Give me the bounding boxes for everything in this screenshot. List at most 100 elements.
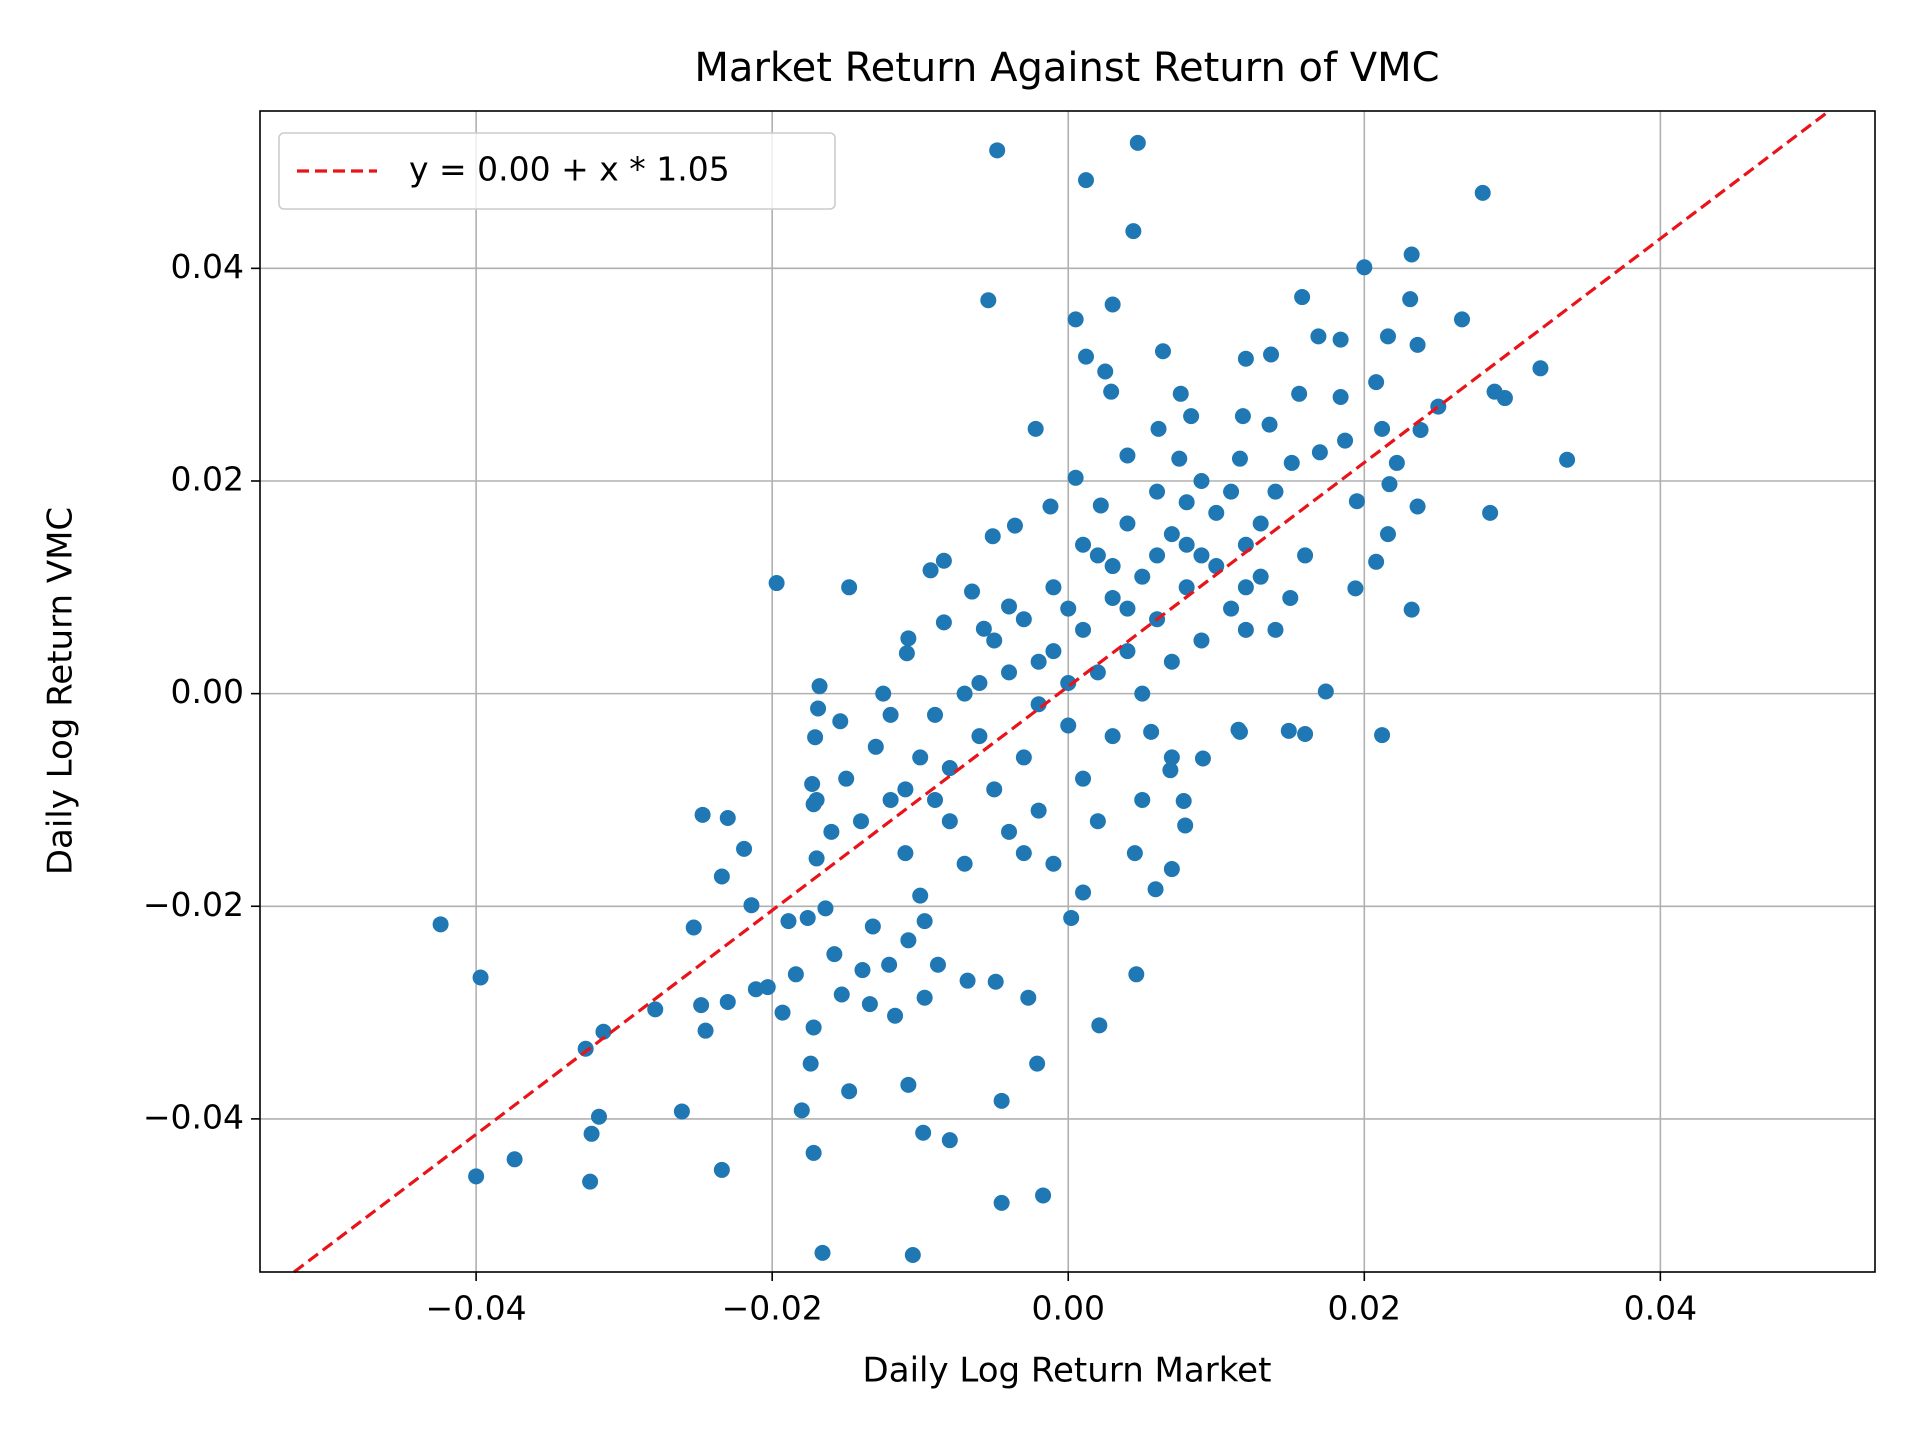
scatter-point (1403, 601, 1420, 618)
scatter-point (1379, 526, 1396, 543)
scatter-point (808, 791, 825, 808)
scatter-point (1368, 374, 1385, 391)
scatter-point (1194, 750, 1211, 767)
scatter-point (898, 645, 915, 662)
scatter-point (1163, 526, 1180, 543)
scatter-point (1337, 432, 1354, 449)
scatter-point (1027, 420, 1044, 437)
scatter-point (1282, 589, 1299, 606)
scatter-point (1060, 600, 1077, 617)
scatter-point (861, 996, 878, 1013)
y-tick-label: 0.00 (171, 672, 244, 711)
scatter-point (1129, 134, 1146, 151)
scatter-point (956, 855, 973, 872)
scatter-point (1496, 390, 1513, 407)
scatter-point (1332, 331, 1349, 348)
scatter-point (1263, 346, 1280, 363)
scatter-point (808, 850, 825, 867)
scatter-point (1177, 817, 1194, 834)
scatter-point (472, 969, 489, 986)
scatter-point (713, 868, 730, 885)
scatter-point (900, 630, 917, 647)
scatter-point (971, 728, 988, 745)
scatter-point (1234, 408, 1251, 425)
scatter-point (864, 918, 881, 935)
scatter-point (759, 979, 776, 996)
scatter-point (793, 1102, 810, 1119)
scatter-point (1060, 674, 1077, 691)
scatter-point (1119, 447, 1136, 464)
chart-title: Market Return Against Return of VMC (694, 45, 1439, 91)
scatter-point (1311, 444, 1328, 461)
scatter-point (1147, 881, 1164, 898)
scatter-point (980, 292, 997, 309)
scatter-point (1089, 547, 1106, 564)
scatter-point (881, 956, 898, 973)
scatter-point (685, 919, 702, 936)
scatter-point (1035, 1187, 1052, 1204)
scatter-point (747, 981, 764, 998)
scatter-point (1559, 451, 1576, 468)
scatter-point (1310, 328, 1327, 345)
scatter-point (697, 1022, 714, 1039)
scatter-point (582, 1173, 599, 1190)
plot-area (293, 109, 1831, 1274)
scatter-point (1030, 696, 1047, 713)
scatter-point (1482, 504, 1499, 521)
scatter-point (1063, 909, 1080, 926)
scatter-point (1317, 683, 1334, 700)
scatter-point (1348, 493, 1365, 510)
x-tick-label: −0.02 (722, 1289, 823, 1328)
scatter-point (1409, 336, 1426, 353)
scatter-point (811, 678, 828, 695)
scatter-point (719, 810, 736, 827)
scatter-point (1208, 504, 1225, 521)
scatter-point (1193, 547, 1210, 564)
scatter-point (1332, 388, 1349, 405)
x-tick-label: 0.02 (1328, 1289, 1401, 1328)
scatter-point (1252, 515, 1269, 532)
scatter-point (941, 1132, 958, 1149)
axes-frame (259, 110, 1876, 1273)
scatter-point (1178, 494, 1195, 511)
scatter-point (1237, 350, 1254, 367)
scatter-point (993, 1092, 1010, 1109)
scatter-point (1381, 476, 1398, 493)
scatter-point (989, 142, 1006, 159)
scatter-point (1175, 793, 1192, 810)
x-tick-label: 0.00 (1031, 1289, 1104, 1328)
scatter-point (736, 840, 753, 857)
scatter-point (1134, 791, 1151, 808)
y-tick-label: 0.04 (171, 247, 244, 286)
legend-box (278, 132, 836, 210)
scatter-point (975, 620, 992, 637)
scatter-point (1193, 472, 1210, 489)
scatter-point (900, 932, 917, 949)
scatter-point (941, 813, 958, 830)
scatter-point (1143, 723, 1160, 740)
scatter-point (1178, 579, 1195, 596)
scatter-point (823, 823, 840, 840)
scatter-point (1075, 884, 1092, 901)
scatter-point (1001, 598, 1018, 615)
scatter-point (1134, 568, 1151, 585)
y-tick-label: −0.04 (143, 1097, 244, 1136)
scatter-point (1356, 259, 1373, 276)
x-tick-label: 0.04 (1624, 1289, 1697, 1328)
scatter-point (1252, 568, 1269, 585)
scatter-point (774, 1004, 791, 1021)
scatter-point (1078, 348, 1095, 365)
scatter-point (832, 713, 849, 730)
scatter-point (693, 997, 710, 1014)
scatter-point (882, 791, 899, 808)
scatter-point (1374, 727, 1391, 744)
scatter-point (1103, 383, 1120, 400)
scatter-point (854, 962, 871, 979)
scatter-point (935, 552, 952, 569)
scatter-point (506, 1151, 523, 1168)
scatter-point (1075, 536, 1092, 553)
scatter-point (897, 781, 914, 798)
scatter-point (986, 632, 1003, 649)
scatter-point (882, 706, 899, 723)
scatter-point (590, 1108, 607, 1125)
